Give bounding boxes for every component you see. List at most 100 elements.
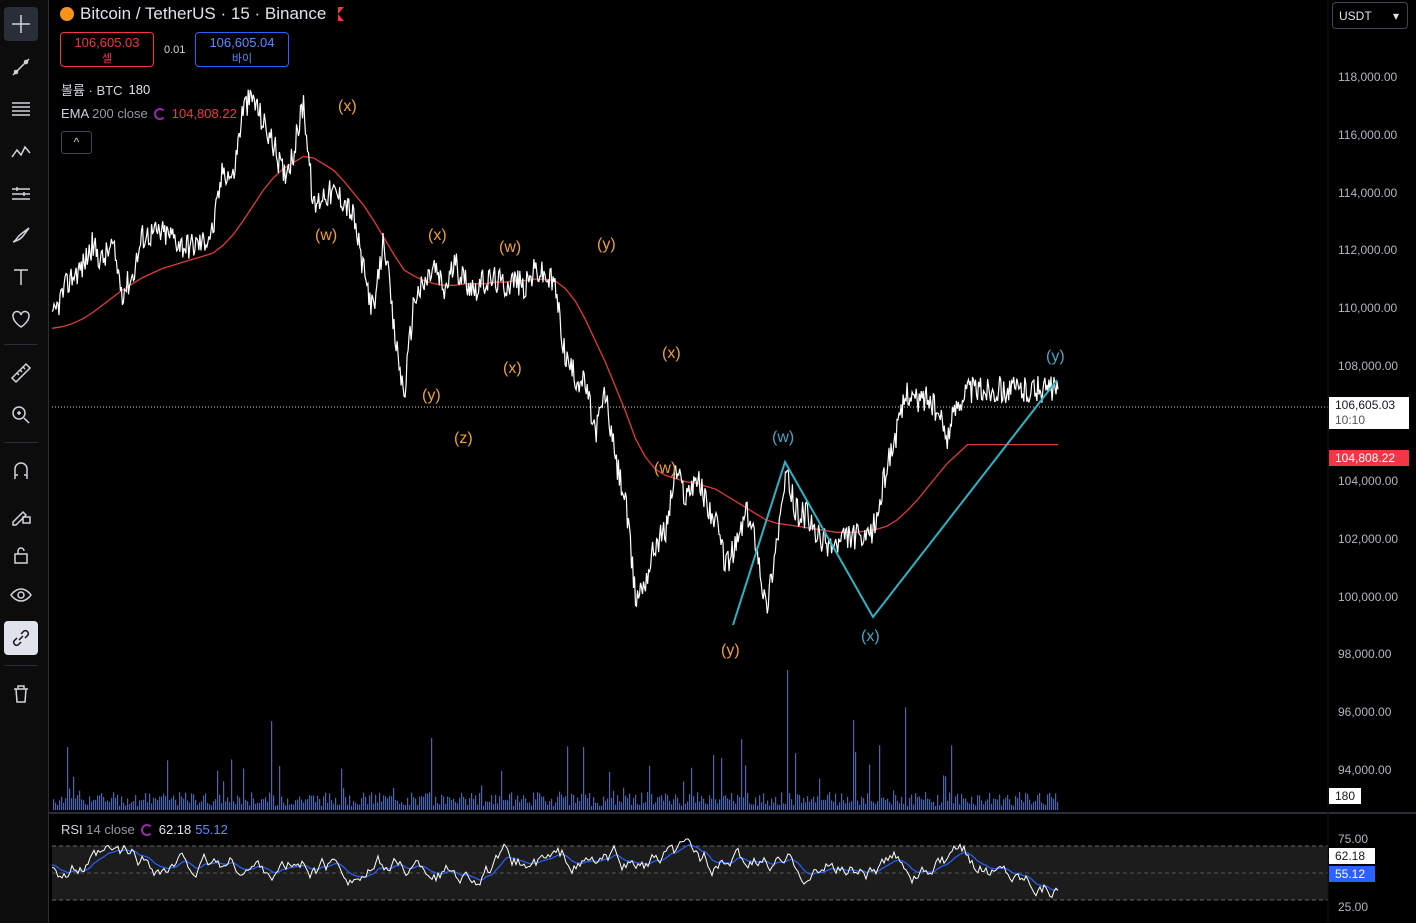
volume-bar bbox=[739, 797, 741, 810]
wave-label[interactable]: (x) bbox=[662, 345, 681, 362]
text-icon[interactable] bbox=[4, 260, 38, 294]
volume-bar bbox=[197, 804, 199, 810]
volume-bar bbox=[231, 759, 233, 810]
volume-bar bbox=[57, 804, 59, 810]
volume-bar bbox=[933, 801, 935, 810]
volume-bar bbox=[461, 792, 463, 810]
volume-bar bbox=[925, 792, 927, 810]
volume-bar bbox=[1007, 794, 1009, 810]
link-icon[interactable] bbox=[4, 621, 38, 655]
wave-label[interactable]: (y) bbox=[422, 387, 441, 404]
brush-icon[interactable] bbox=[4, 218, 38, 252]
zoom-icon[interactable] bbox=[4, 398, 38, 432]
volume-bar bbox=[797, 794, 799, 810]
volume-bar bbox=[597, 802, 599, 810]
price-tick: 94,000.00 bbox=[1338, 763, 1392, 777]
crosshair-icon[interactable] bbox=[4, 7, 38, 41]
volume-bar bbox=[585, 794, 587, 810]
volume-bar bbox=[71, 798, 73, 810]
cyan-wave-line bbox=[732, 379, 1058, 626]
volume-bar bbox=[217, 770, 219, 810]
lock-draw-icon[interactable] bbox=[4, 497, 38, 531]
volume-bar bbox=[1037, 795, 1039, 810]
volume-bar bbox=[157, 800, 159, 810]
ema-legend[interactable]: EMA 200 close 104,808.22 bbox=[61, 106, 237, 121]
volume-bar bbox=[893, 790, 895, 810]
ema-price-tag: 104,808.22 bbox=[1329, 450, 1409, 466]
heart-icon[interactable] bbox=[4, 302, 38, 336]
wave-label[interactable]: (x) bbox=[503, 360, 522, 377]
wave-label[interactable]: (y) bbox=[1046, 348, 1065, 365]
volume-bar bbox=[943, 775, 945, 810]
volume-bar bbox=[867, 793, 869, 810]
symbol-title[interactable]: Bitcoin / TetherUS · 15 · Binance bbox=[60, 4, 345, 24]
volume-bar bbox=[415, 798, 417, 810]
ruler-icon[interactable] bbox=[4, 356, 38, 390]
volume-bar bbox=[371, 792, 373, 810]
volume-bar bbox=[133, 801, 135, 810]
volume-bar bbox=[1003, 799, 1005, 810]
collapse-legend-button[interactable]: ^ bbox=[61, 131, 92, 154]
volume-bar bbox=[627, 797, 629, 810]
volume-bar bbox=[361, 798, 363, 810]
lock-icon[interactable] bbox=[4, 538, 38, 572]
volume-bar bbox=[655, 802, 657, 810]
volume-bar bbox=[497, 803, 499, 810]
wave-label[interactable]: (x) bbox=[428, 227, 447, 244]
volume-bar bbox=[661, 795, 663, 810]
trash-icon[interactable] bbox=[4, 677, 38, 711]
volume-bar bbox=[127, 798, 129, 810]
ema-legend-value: 104,808.22 bbox=[171, 106, 237, 121]
volume-bar bbox=[927, 798, 929, 810]
volume-bar bbox=[575, 802, 577, 810]
volume-bar bbox=[329, 793, 331, 810]
wave-label[interactable]: (x) bbox=[861, 628, 880, 645]
volume-bar bbox=[683, 781, 685, 810]
volume-bar bbox=[339, 804, 341, 810]
fib-icon[interactable] bbox=[4, 92, 38, 126]
volume-bar bbox=[189, 802, 191, 810]
volume-legend[interactable]: 볼륨 · BTC 180 bbox=[61, 80, 150, 99]
currency-select[interactable]: USDT ▾ bbox=[1332, 2, 1408, 29]
volume-bar bbox=[325, 792, 327, 810]
pattern-icon[interactable] bbox=[4, 134, 38, 168]
volume-bar bbox=[205, 793, 207, 810]
wave-label[interactable]: (x) bbox=[338, 98, 357, 115]
rsi-legend[interactable]: RSI 14 close 62.18 55.12 bbox=[61, 822, 228, 837]
spread-value: 0.01 bbox=[164, 44, 186, 56]
volume-bar bbox=[937, 794, 939, 810]
volume-bar bbox=[963, 798, 965, 810]
trendline-icon[interactable] bbox=[4, 50, 38, 84]
wave-label[interactable]: (w) bbox=[499, 239, 522, 256]
volume-bar bbox=[427, 793, 429, 810]
volume-bar bbox=[707, 804, 709, 810]
flag-icon[interactable] bbox=[338, 7, 345, 21]
sell-button[interactable]: 106,605.03 셀 bbox=[60, 32, 154, 67]
wave-label[interactable]: (w) bbox=[772, 429, 795, 446]
buy-button[interactable]: 106,605.04 바이 bbox=[195, 32, 289, 67]
rsi-legend-params: 14 close bbox=[86, 822, 135, 837]
wave-label[interactable]: (w) bbox=[315, 227, 338, 244]
magnet-icon[interactable] bbox=[4, 454, 38, 488]
volume-bar bbox=[257, 802, 259, 810]
volume-bar bbox=[97, 795, 99, 810]
wave-label[interactable]: (y) bbox=[721, 642, 740, 659]
volume-bar bbox=[695, 802, 697, 810]
wave-label[interactable]: (y) bbox=[597, 236, 616, 253]
volume-bar bbox=[825, 799, 827, 810]
currency-value: USDT bbox=[1339, 9, 1372, 23]
volume-bar bbox=[961, 793, 963, 810]
volume-bar bbox=[581, 793, 583, 810]
eye-icon[interactable] bbox=[4, 578, 38, 612]
volume-bar bbox=[409, 804, 411, 810]
wave-label[interactable]: (w) bbox=[654, 460, 677, 477]
volume-bars bbox=[53, 670, 1059, 810]
volume-bar bbox=[183, 798, 185, 810]
wave-label[interactable]: (z) bbox=[454, 430, 473, 447]
volume-bar bbox=[369, 795, 371, 810]
volume-bar bbox=[571, 793, 573, 810]
volume-bar bbox=[617, 795, 619, 810]
volume-bar bbox=[453, 798, 455, 810]
forecast-icon[interactable] bbox=[4, 176, 38, 210]
